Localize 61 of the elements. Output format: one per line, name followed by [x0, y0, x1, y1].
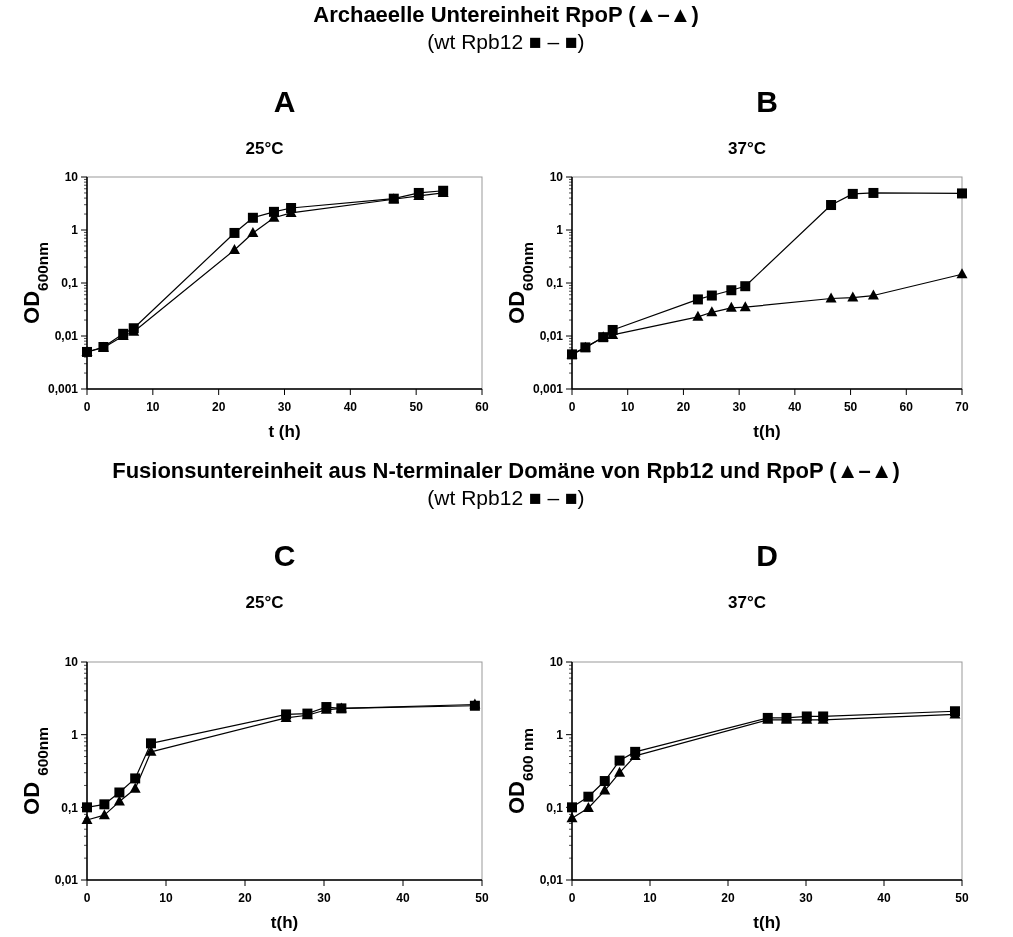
chart-subtitle: 25°C	[245, 593, 284, 612]
x-tick-label: 30	[732, 400, 747, 414]
x-tick-label: 30	[317, 891, 331, 905]
y-tick-label: 0,01	[539, 329, 564, 344]
x-tick-label: 60	[899, 400, 914, 414]
x-tick-label: 70	[955, 400, 969, 414]
x-tick-label: 40	[788, 400, 802, 414]
chart-subtitle: 37°C	[728, 139, 766, 158]
y-tick-label: 0,001	[47, 382, 79, 397]
x-axis-title: t (h)	[268, 422, 301, 441]
y-tick-label: 10	[64, 170, 79, 185]
y-tick-label: 1	[556, 223, 564, 238]
x-axis-title: t(h)	[753, 913, 781, 932]
y-tick-label: 0,01	[54, 873, 79, 888]
chart-title: B	[756, 85, 778, 118]
x-tick-label: 30	[277, 400, 292, 414]
x-axis-title: t(h)	[753, 422, 781, 441]
x-tick-label: 20	[238, 891, 252, 905]
x-tick-label: 20	[211, 400, 226, 414]
y-tick-label: 10	[64, 655, 79, 670]
x-tick-label: 60	[475, 400, 489, 414]
x-tick-label: 0	[83, 400, 91, 414]
text: (wt Rpb12 ■ – ■)	[427, 486, 585, 509]
x-tick-label: 10	[643, 891, 657, 905]
y-tick-label: 10	[549, 655, 564, 670]
text: Archaeelle Untereinheit RpoP (▲–▲)	[313, 2, 699, 27]
x-tick-label: 20	[721, 891, 735, 905]
chart-title: D	[756, 539, 778, 572]
x-tick-label: 40	[343, 400, 358, 414]
y-tick-label: 1	[71, 727, 79, 742]
text: (wt Rpb12 ■ – ■)	[427, 30, 585, 53]
chart-subtitle: 25°C	[245, 139, 284, 158]
x-tick-label: 50	[475, 891, 489, 905]
x-tick-label: 20	[676, 400, 691, 414]
x-axis-title: t(h)	[270, 913, 299, 932]
x-tick-label: 40	[396, 891, 410, 905]
y-tick-label: 0,01	[54, 329, 79, 344]
y-tick-label: 0,01	[539, 873, 564, 888]
x-tick-label: 0	[568, 400, 576, 414]
chart-title: C	[273, 539, 296, 572]
y-tick-label: 0,1	[546, 276, 564, 291]
text: Fusionsuntereinheit aus N-terminaler Domäne von Rpb12 und RpoP (▲–▲)	[112, 458, 900, 483]
x-tick-label: 10	[146, 400, 160, 414]
y-tick-label: 10	[549, 170, 564, 185]
x-tick-label: 10	[159, 891, 173, 905]
x-tick-label: 10	[621, 400, 635, 414]
x-tick-label: 0	[83, 891, 91, 905]
x-tick-label: 50	[955, 891, 969, 905]
y-tick-label: 1	[556, 727, 564, 742]
y-tick-label: 0,001	[532, 382, 564, 397]
chart-title: A	[273, 85, 296, 118]
y-tick-label: 0,1	[546, 800, 564, 815]
x-tick-label: 0	[568, 891, 576, 905]
y-tick-label: 0,1	[61, 276, 79, 291]
y-tick-label: 0,1	[61, 800, 79, 815]
x-tick-label: 40	[877, 891, 891, 905]
x-tick-label: 30	[799, 891, 813, 905]
x-tick-label: 50	[843, 400, 858, 414]
x-tick-label: 50	[409, 400, 424, 414]
y-tick-label: 1	[71, 223, 79, 238]
chart-subtitle: 37°C	[728, 593, 766, 612]
